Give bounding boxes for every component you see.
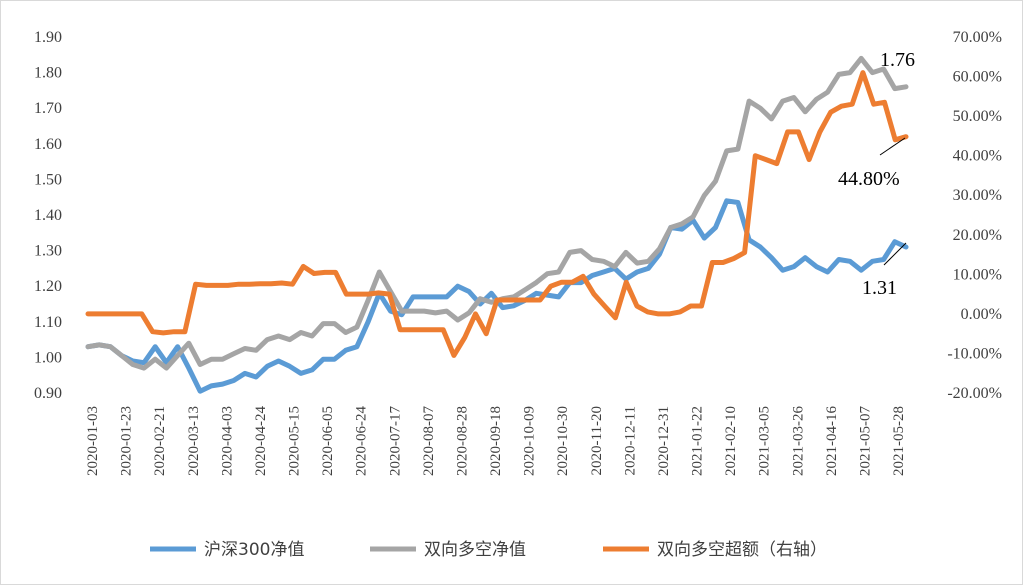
x-tick-label: 2021-02-10 [723,406,739,476]
annotations: 1.76 44.80% 1.31 [838,49,915,299]
x-axis-ticks: 2020-01-03 2020-01-23 2020-02-21 2020-03-13… [85,406,907,476]
right-tick-label: 70.00% [953,29,1002,46]
right-tick-label: -10.00% [947,345,1002,362]
annotation-1-76: 1.76 [880,49,915,71]
x-tick-label: 2020-08-07 [421,406,437,476]
x-tick-label: 2021-05-07 [857,406,873,476]
legend: 沪深300净值 双向多空净值 双向多空超额（右轴） [150,540,827,560]
x-tick-label: 2020-11-20 [589,406,605,475]
x-tick-label: 2021-05-28 [891,406,907,476]
annotation-leader-1-31 [883,242,907,266]
left-tick-label: 1.40 [34,207,62,224]
x-tick-label: 2020-12-11 [622,406,638,475]
left-tick-label: 1.90 [34,29,62,46]
left-tick-label: 1.60 [34,136,62,153]
left-tick-label: 1.80 [34,65,62,82]
right-tick-label: 20.00% [953,227,1002,244]
annotation-1-31: 1.31 [862,277,897,299]
right-axis-ticks: 70.00% 60.00% 50.00% 40.00% 30.00% 20.00% 10.0… [947,29,1002,402]
x-tick-label: 2020-10-30 [555,406,571,476]
right-tick-label: 10.00% [953,266,1002,283]
x-tick-label: 2020-01-23 [119,406,135,476]
x-tick-label: 2020-03-13 [186,406,202,476]
x-tick-label: 2020-02-21 [152,406,168,476]
right-tick-label: 60.00% [953,69,1002,86]
left-tick-label: 1.50 [34,171,62,188]
x-tick-label: 2020-12-31 [656,406,672,476]
left-tick-label: 0.90 [34,385,62,402]
x-tick-label: 2021-04-16 [824,406,840,476]
x-tick-label: 2020-06-05 [320,406,336,476]
x-tick-label: 2020-09-18 [488,406,504,476]
x-tick-label: 2020-04-24 [253,406,269,476]
left-tick-label: 1.70 [34,100,62,117]
right-tick-label: 40.00% [953,148,1002,165]
right-tick-label: 50.00% [953,108,1002,125]
left-tick-label: 1.00 [34,349,62,366]
x-tick-label: 2021-01-22 [690,406,706,476]
x-tick-label: 2021-03-05 [757,406,773,476]
left-axis-ticks: 1.90 1.80 1.70 1.60 1.50 1.40 1.30 1.20 1.10 1.00… [34,29,62,402]
legend-label-longshort-nav: 双向多空净值 [424,540,526,560]
right-tick-label: -20.00% [947,385,1002,402]
left-tick-label: 1.20 [34,278,62,295]
x-tick-label: 2020-05-15 [287,406,303,476]
right-tick-label: 0.00% [961,306,1002,323]
x-tick-label: 2020-10-09 [522,406,538,476]
x-tick-label: 2020-06-24 [354,406,370,476]
right-tick-label: 30.00% [953,187,1002,204]
annotation-leader-44-80 [879,137,906,156]
x-tick-label: 2021-03-26 [790,406,806,476]
x-tick-label: 2020-01-03 [85,406,101,476]
series-line-excess [85,70,909,358]
legend-label-excess: 双向多空超额（右轴） [657,540,827,560]
x-tick-label: 2020-04-03 [219,406,235,476]
x-tick-label: 2020-07-17 [387,406,403,476]
series-line-longshort-nav [85,55,909,371]
left-tick-label: 1.30 [34,243,62,260]
series-line-hs300 [85,198,909,394]
annotation-44-80: 44.80% [838,168,900,190]
legend-label-hs300: 沪深300净值 [204,540,304,560]
left-tick-label: 1.10 [34,314,62,331]
x-tick-label: 2020-08-28 [454,406,470,476]
series-lines [85,55,909,394]
